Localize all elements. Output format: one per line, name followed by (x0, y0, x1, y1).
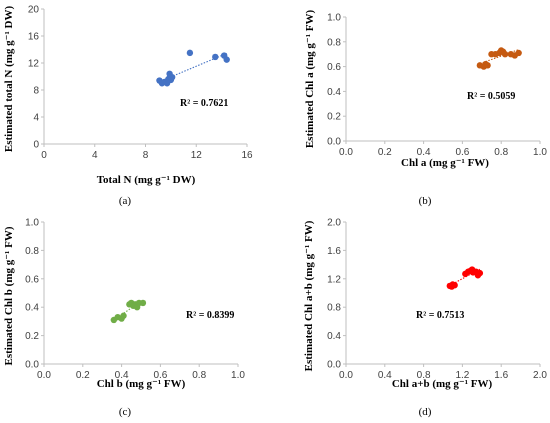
panel-label-b: (b) (419, 195, 432, 207)
y-tick-label-a: 12 (28, 59, 40, 70)
x-axis-title-d: Chl a+b (mg g⁻¹ FW) (392, 378, 493, 390)
points-c (110, 299, 147, 324)
x-tick-label-d: 0.4 (378, 370, 392, 381)
x-tick-label-d: 2.0 (533, 370, 547, 381)
axes-a: 0 4 8 12 16 0 4 8 12 16 20 (28, 5, 253, 162)
y-axis-title-c: Estimated Chl b (mg g⁻¹ FW) (3, 226, 15, 365)
x-tick-label-d: 0.0 (339, 370, 353, 381)
y-tick-label-b: 0.8 (327, 37, 341, 48)
panel-d: 0.0 0.4 0.8 1.2 1.6 2.0 0.0 0.4 0.8 1.2 1.6 2.0 R² … (303, 218, 547, 419)
data-point-a (166, 74, 173, 82)
data-point-b (501, 51, 509, 58)
y-tick-label-c: 0.6 (25, 274, 39, 285)
x-tick-label-d: 0.8 (417, 370, 431, 381)
data-point-a (223, 56, 230, 63)
data-point-a (212, 53, 219, 61)
x-tick-label-d: 1.2 (455, 370, 469, 381)
data-point-a (186, 49, 194, 57)
y-tick-label-d: 1.2 (327, 274, 341, 285)
x-tick-label-c: 0.4 (115, 370, 129, 381)
points-d (446, 266, 484, 290)
y-tick-label-c: 1.0 (25, 218, 39, 229)
y-tick-label-b: 0.0 (327, 137, 341, 148)
points-a (156, 49, 230, 87)
y-tick-label-d: 0.8 (327, 303, 341, 314)
y-tick-label-c: 0.2 (25, 331, 39, 342)
panel-a: 0 4 8 12 16 0 4 8 12 16 20 R² = 0.7621 Total N (mg… (3, 5, 253, 208)
x-tick-label-a: 0 (41, 150, 47, 161)
panel-c: 0.0 0.2 0.4 0.6 0.8 1.0 0.0 0.2 0.4 0.6 0.8 1.0 R² … (3, 218, 245, 419)
r2-label-a: R² = 0.7621 (180, 98, 228, 109)
data-point-b (484, 62, 491, 69)
r2-label-c: R² = 0.8399 (186, 310, 234, 321)
r2-label-b: R² = 0.5059 (467, 91, 515, 102)
panel-label-a: (a) (119, 195, 132, 207)
x-tick-label-a: 16 (241, 150, 253, 161)
y-axis-title-a: Estimated total N (mg g⁻¹ DW) (3, 6, 15, 153)
y-tick-label-d: 1.6 (327, 246, 341, 257)
y-tick-label-c: 0.4 (25, 303, 39, 314)
x-tick-label-b: 0.8 (494, 147, 508, 158)
y-tick-label-a: 16 (28, 32, 40, 43)
axes-d: 0.0 0.4 0.8 1.2 1.6 2.0 0.0 0.4 0.8 1.2 1.6 2.0 (327, 218, 547, 382)
x-tick-label-a: 4 (92, 150, 98, 161)
data-point-b (515, 49, 522, 57)
y-tick-label-a: 4 (33, 113, 39, 124)
x-tick-label-a: 8 (143, 150, 149, 161)
x-tick-label-c: 0.8 (192, 370, 206, 381)
x-tick-label-d: 1.6 (494, 370, 508, 381)
x-tick-label-b: 1.0 (533, 147, 547, 158)
y-tick-label-d: 0.4 (327, 331, 341, 342)
y-tick-label-d: 2.0 (327, 218, 341, 229)
points-b (476, 47, 522, 70)
axes-b: 0.0 0.2 0.4 0.6 0.8 1.0 0.0 0.2 0.4 0.6 0.8 1.0 (327, 13, 547, 159)
x-axis-title-c: Chl b (mg g⁻¹ FW) (97, 378, 186, 390)
y-tick-label-b: 0.2 (327, 112, 341, 123)
y-axis-title-b: Estimated Chl a (mg g⁻¹ FW) (304, 9, 316, 148)
panel-b: 0.0 0.2 0.4 0.6 0.8 1.0 0.0 0.2 0.4 0.6 0.8 1.0 R² … (304, 9, 547, 207)
x-tick-label-b: 0.0 (339, 147, 353, 158)
y-tick-label-a: 20 (28, 5, 40, 16)
data-point-d (476, 269, 484, 277)
x-axis-title-b: Chl a (mg g⁻¹ FW) (401, 157, 489, 169)
y-axis-title-d: Estimated Chl a+b (mg g⁻¹ FW) (303, 220, 315, 371)
y-tick-label-c: 0.8 (25, 246, 39, 257)
x-tick-label-c: 0.0 (37, 370, 51, 381)
x-tick-label-b: 0.2 (378, 147, 392, 158)
x-axis-title-a: Total N (mg g⁻¹ DW) (97, 174, 196, 186)
data-point-d (451, 281, 458, 289)
axes-c: 0.0 0.2 0.4 0.6 0.8 1.0 0.0 0.2 0.4 0.6 0.8 1.0 (25, 218, 245, 382)
y-tick-label-a: 8 (33, 86, 39, 97)
panel-label-c: (c) (119, 406, 132, 418)
y-tick-label-d: 0.0 (327, 360, 341, 371)
x-tick-label-a: 12 (191, 150, 203, 161)
x-tick-label-c: 1.0 (231, 370, 245, 381)
y-tick-label-c: 0.0 (25, 360, 39, 371)
y-tick-label-b: 0.4 (327, 87, 341, 98)
data-point-c (139, 299, 147, 307)
x-tick-label-c: 0.2 (76, 370, 90, 381)
x-tick-label-b: 0.4 (417, 147, 431, 158)
x-tick-label-b: 0.6 (455, 147, 469, 158)
y-tick-label-b: 1.0 (327, 13, 341, 24)
data-point-c (120, 312, 127, 319)
r2-label-d: R² = 0.7513 (416, 310, 464, 321)
y-tick-label-b: 0.6 (327, 62, 341, 73)
y-tick-label-a: 0 (33, 140, 39, 151)
panel-label-d: (d) (419, 406, 432, 418)
x-tick-label-c: 0.6 (153, 370, 167, 381)
